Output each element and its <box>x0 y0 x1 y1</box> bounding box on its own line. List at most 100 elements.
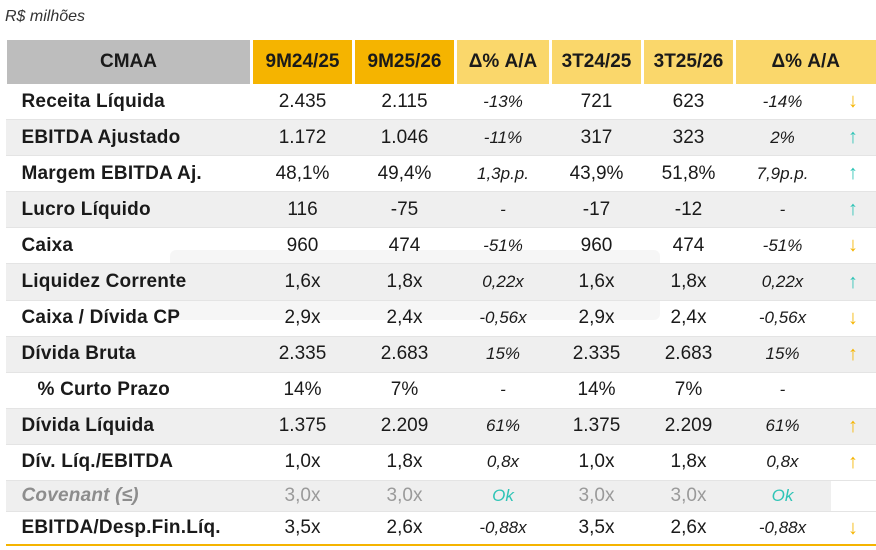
delta-cell: - <box>455 372 551 409</box>
value-cell: -75 <box>353 191 456 229</box>
financial-table: CMAA 9M24/25 9M25/26 Δ% A/A 3T24/25 3T25… <box>4 40 876 547</box>
delta-cell: 0,22x <box>734 263 831 301</box>
value-cell: 2.209 <box>642 408 735 445</box>
value-cell: 1.046 <box>353 119 456 157</box>
row-label: % Curto Prazo <box>5 372 252 409</box>
delta-cell: 61% <box>734 408 831 445</box>
value-cell: 721 <box>550 84 643 121</box>
delta-cell: 7,9p.p. <box>734 155 831 193</box>
row-label: Dívida Líquida <box>5 408 252 445</box>
row-label: Caixa / Dívida CP <box>5 300 252 337</box>
row-label: Margem EBITDA Aj. <box>5 155 252 193</box>
header-9m25: 9M25/26 <box>352 40 456 84</box>
value-cell: 3,0x <box>550 480 643 513</box>
empty-cell <box>830 372 876 409</box>
row-label: Dív. Líq./EBITDA <box>5 444 252 482</box>
arrow-up-icon: ↑ <box>830 336 876 373</box>
value-cell: 1,8x <box>353 444 456 482</box>
header-row: CMAA 9M24/25 9M25/26 Δ% A/A 3T24/25 3T25… <box>4 40 876 84</box>
value-cell: 3,0x <box>251 480 354 513</box>
value-cell: 3,0x <box>353 480 456 513</box>
value-cell: 14% <box>550 372 643 409</box>
value-cell: 623 <box>642 84 735 121</box>
value-cell: 14% <box>251 372 354 409</box>
value-cell: 49,4% <box>353 155 456 193</box>
table-row: Covenant (≤) 3,0x 3,0x Ok 3,0x 3,0x Ok <box>5 480 876 513</box>
value-cell: 474 <box>642 227 735 265</box>
row-label: Lucro Líquido <box>5 191 252 229</box>
value-cell: 1.375 <box>550 408 643 445</box>
header-3t24: 3T24/25 <box>549 40 643 84</box>
value-cell: 1,8x <box>642 263 735 301</box>
value-cell: 1,8x <box>353 263 456 301</box>
header-9m24: 9M24/25 <box>250 40 354 84</box>
header-delta-9m: Δ% A/A <box>454 40 551 84</box>
arrow-up-icon: ↑ <box>830 191 876 229</box>
delta-cell: Ok <box>734 480 831 513</box>
delta-cell: -0,88x <box>455 511 551 547</box>
value-cell: 2.335 <box>251 336 354 373</box>
table-row: Dív. Líq./EBITDA 1,0x 1,8x 0,8x 1,0x 1,8x 0,8x… <box>5 444 876 482</box>
value-cell: 2.209 <box>353 408 456 445</box>
header-3t25: 3T25/26 <box>641 40 735 84</box>
value-cell: 2,4x <box>353 300 456 337</box>
arrow-up-icon: ↑ <box>830 155 876 193</box>
row-label: Covenant (≤) <box>5 480 252 513</box>
delta-cell: -51% <box>734 227 831 265</box>
value-cell: 2,6x <box>353 511 456 547</box>
delta-cell: Ok <box>455 480 551 513</box>
arrow-down-icon: ↓ <box>830 227 876 265</box>
value-cell: 2.683 <box>642 336 735 373</box>
value-cell: 43,9% <box>550 155 643 193</box>
delta-cell: 0,8x <box>455 444 551 482</box>
value-cell: 1,8x <box>642 444 735 482</box>
delta-cell: 2% <box>734 119 831 157</box>
empty-cell <box>830 480 876 513</box>
value-cell: 7% <box>353 372 456 409</box>
table-row: Liquidez Corrente 1,6x 1,8x 0,22x 1,6x 1,8x 0,… <box>5 263 876 301</box>
table-row: EBITDA Ajustado 1.172 1.046 -11% 317 323 2% ↑ <box>5 119 876 157</box>
value-cell: 1,0x <box>251 444 354 482</box>
table-row: EBITDA/Desp.Fin.Líq. 3,5x 2,6x -0,88x 3,5x 2,… <box>5 511 876 547</box>
value-cell: 3,5x <box>550 511 643 547</box>
value-cell: 51,8% <box>642 155 735 193</box>
delta-cell: -13% <box>455 84 551 121</box>
delta-cell: 61% <box>455 408 551 445</box>
header-label: CMAA <box>4 40 252 84</box>
delta-cell: 1,3p.p. <box>455 155 551 193</box>
value-cell: 2,9x <box>251 300 354 337</box>
delta-cell: 0,22x <box>455 263 551 301</box>
value-cell: 2.435 <box>251 84 354 121</box>
value-cell: 116 <box>251 191 354 229</box>
value-cell: 7% <box>642 372 735 409</box>
value-cell: 960 <box>550 227 643 265</box>
value-cell: 2.683 <box>353 336 456 373</box>
delta-cell: 15% <box>734 336 831 373</box>
value-cell: 48,1% <box>251 155 354 193</box>
table-row: Dívida Bruta 2.335 2.683 15% 2.335 2.683 15% ↑ <box>5 336 876 373</box>
value-cell: 2.335 <box>550 336 643 373</box>
value-cell: -12 <box>642 191 735 229</box>
arrow-down-icon: ↓ <box>830 84 876 121</box>
value-cell: 960 <box>251 227 354 265</box>
delta-cell: -11% <box>455 119 551 157</box>
row-label: Liquidez Corrente <box>5 263 252 301</box>
arrow-up-icon: ↑ <box>830 408 876 445</box>
table-row: Lucro Líquido 116 -75- -17 -12- ↑ <box>5 191 876 229</box>
value-cell: 1,0x <box>550 444 643 482</box>
delta-cell: - <box>734 191 831 229</box>
value-cell: 2,9x <box>550 300 643 337</box>
value-cell: 1,6x <box>251 263 354 301</box>
delta-cell: -0,56x <box>734 300 831 337</box>
value-cell: 2,6x <box>642 511 735 547</box>
table-row: Caixa / Dívida CP 2,9x 2,4x -0,56x 2,9x 2,4x -… <box>5 300 876 337</box>
value-cell: 317 <box>550 119 643 157</box>
value-cell: 2,4x <box>642 300 735 337</box>
row-label: Caixa <box>5 227 252 265</box>
delta-cell: -0,56x <box>455 300 551 337</box>
value-cell: 1,6x <box>550 263 643 301</box>
value-cell: 3,0x <box>642 480 735 513</box>
row-label: Dívida Bruta <box>5 336 252 373</box>
delta-cell: - <box>734 372 831 409</box>
delta-cell: 0,8x <box>734 444 831 482</box>
